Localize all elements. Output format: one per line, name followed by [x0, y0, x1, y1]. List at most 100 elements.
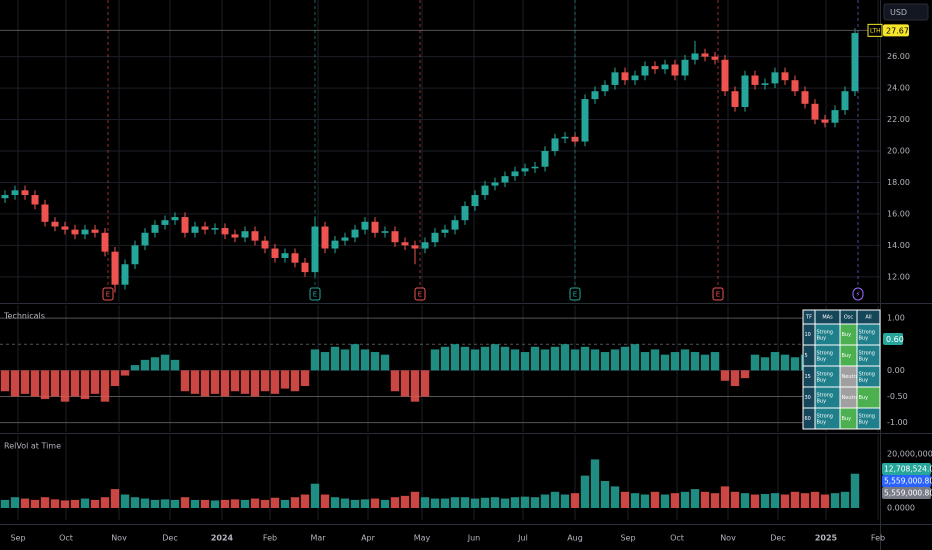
candle-body: [751, 75, 759, 85]
table-cell-text: Strong Buy: [817, 392, 833, 404]
table-header-cell: [840, 310, 857, 324]
bar: [620, 346, 630, 371]
volume-bar: [400, 495, 410, 509]
bar: [440, 346, 450, 371]
y-tick-label: 12.00: [887, 272, 910, 281]
event-marker: [102, 287, 114, 301]
candle-body: [511, 171, 519, 177]
table-cell-text: Buy: [842, 416, 852, 422]
y-tick-label: -0.50: [887, 392, 908, 401]
volume-bar: [630, 493, 640, 509]
volume-bar: [290, 497, 300, 509]
currency: USD: [890, 8, 907, 17]
bar: [130, 365, 140, 371]
volume-bar: [560, 494, 570, 509]
volume-bar: [140, 498, 150, 509]
bar: [310, 349, 320, 371]
volume-bar: [80, 498, 90, 509]
x-tick-label: Nov: [111, 534, 127, 543]
volume-bar: [770, 493, 780, 509]
volume-bar: [130, 497, 140, 509]
candle-body: [551, 138, 559, 151]
volume-bar: [710, 493, 720, 509]
candle-body: [81, 229, 89, 235]
volume-bar: [480, 497, 490, 509]
value-tag-label: 5,559,000.80: [884, 489, 932, 498]
table-cell-text: 15: [805, 374, 811, 380]
bar: [0, 370, 10, 392]
volume-bar: [460, 497, 470, 509]
bar: [600, 352, 610, 371]
bar: [480, 346, 490, 371]
candle-body: [161, 220, 169, 225]
bar: [370, 352, 380, 371]
event-label: E: [573, 291, 577, 299]
volume-bar: [500, 498, 510, 509]
bar: [490, 344, 500, 371]
candle-body: [101, 232, 109, 252]
table-cell-text: Buy: [859, 395, 869, 401]
last-value-tag: [883, 332, 903, 345]
volume-bar: [250, 498, 260, 509]
x-tick-label: May: [414, 534, 431, 543]
bar: [70, 370, 80, 397]
pane-title: RelVol at Time: [4, 442, 61, 451]
currency-box[interactable]: [883, 3, 929, 21]
volume-bar: [670, 493, 680, 509]
table-cell: [857, 324, 880, 345]
volume-bar: [600, 481, 610, 509]
bar: [200, 370, 210, 397]
candle-body: [841, 91, 849, 111]
candle-body: [181, 217, 189, 233]
candle-body: [461, 206, 469, 221]
table-cell-text: Strong Buy: [817, 413, 833, 425]
bar: [290, 370, 300, 392]
candle-body: [31, 195, 39, 205]
table-cell: [815, 387, 840, 408]
bar: [790, 357, 800, 371]
volume-bar: [40, 497, 50, 509]
bar: [350, 344, 360, 371]
event-label: E: [418, 291, 422, 299]
table-cell: [815, 324, 840, 345]
volume-bar: [680, 491, 690, 509]
table-cell: [815, 345, 840, 366]
candle-body: [251, 231, 259, 241]
table-cell: [857, 345, 880, 366]
candle-body: [631, 75, 639, 81]
volume-bar: [830, 493, 840, 509]
volume-bar: [220, 499, 230, 509]
table-cell-text: 5: [805, 353, 808, 359]
x-tick-label: Aug: [567, 534, 583, 543]
value-tag: [882, 475, 931, 488]
bar: [190, 370, 200, 394]
bar: [580, 346, 590, 371]
level-value: 27.67: [886, 26, 909, 35]
volume-bar: [640, 494, 650, 509]
bar: [410, 370, 420, 402]
volume-bar: [610, 486, 620, 509]
table-cell: [840, 408, 857, 429]
table-cell: [840, 366, 857, 387]
volume-bar: [650, 491, 660, 509]
candle-body: [711, 56, 719, 60]
table-header-cell: [815, 310, 840, 324]
bar: [450, 344, 460, 371]
volume-bar: [30, 499, 40, 509]
table-cell: [840, 345, 857, 366]
volume-bar: [790, 491, 800, 509]
volume-bar: [410, 491, 420, 509]
volume-bar: [370, 498, 380, 509]
volume-bar: [190, 499, 200, 509]
candle-body: [661, 64, 669, 70]
candle-body: [351, 229, 359, 238]
bar: [250, 370, 260, 397]
x-tick-label: Dec: [162, 534, 177, 543]
y-tick-label: 18.00: [887, 178, 910, 187]
table-cell: [803, 387, 815, 408]
level-name-tag: [867, 23, 883, 37]
candle-body: [281, 253, 289, 258]
volume-bar: [230, 499, 240, 509]
table-cell: [803, 408, 815, 429]
table-cell: [815, 408, 840, 429]
